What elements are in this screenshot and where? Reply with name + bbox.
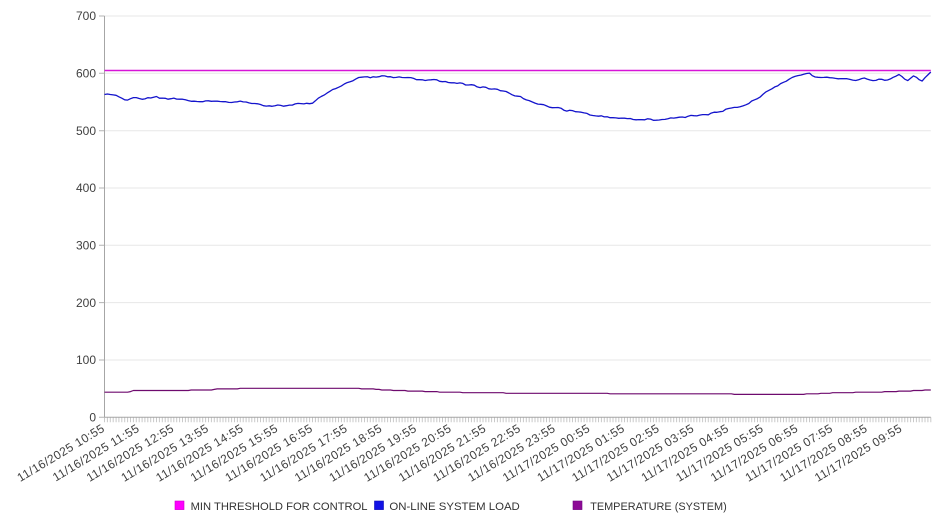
svg-text:400: 400 bbox=[76, 181, 96, 195]
svg-text:MIN THRESHOLD FOR CONTROL: MIN THRESHOLD FOR CONTROL bbox=[191, 501, 368, 513]
svg-text:500: 500 bbox=[76, 124, 96, 138]
svg-text:ON-LINE SYSTEM LOAD: ON-LINE SYSTEM LOAD bbox=[389, 501, 519, 513]
svg-text:TEMPERATURE (SYSTEM): TEMPERATURE (SYSTEM) bbox=[590, 501, 727, 513]
svg-text:300: 300 bbox=[76, 239, 96, 253]
svg-text:0: 0 bbox=[89, 411, 96, 425]
svg-text:200: 200 bbox=[76, 296, 96, 310]
svg-text:600: 600 bbox=[76, 67, 96, 81]
svg-text:700: 700 bbox=[76, 9, 96, 23]
svg-text:100: 100 bbox=[76, 353, 96, 367]
